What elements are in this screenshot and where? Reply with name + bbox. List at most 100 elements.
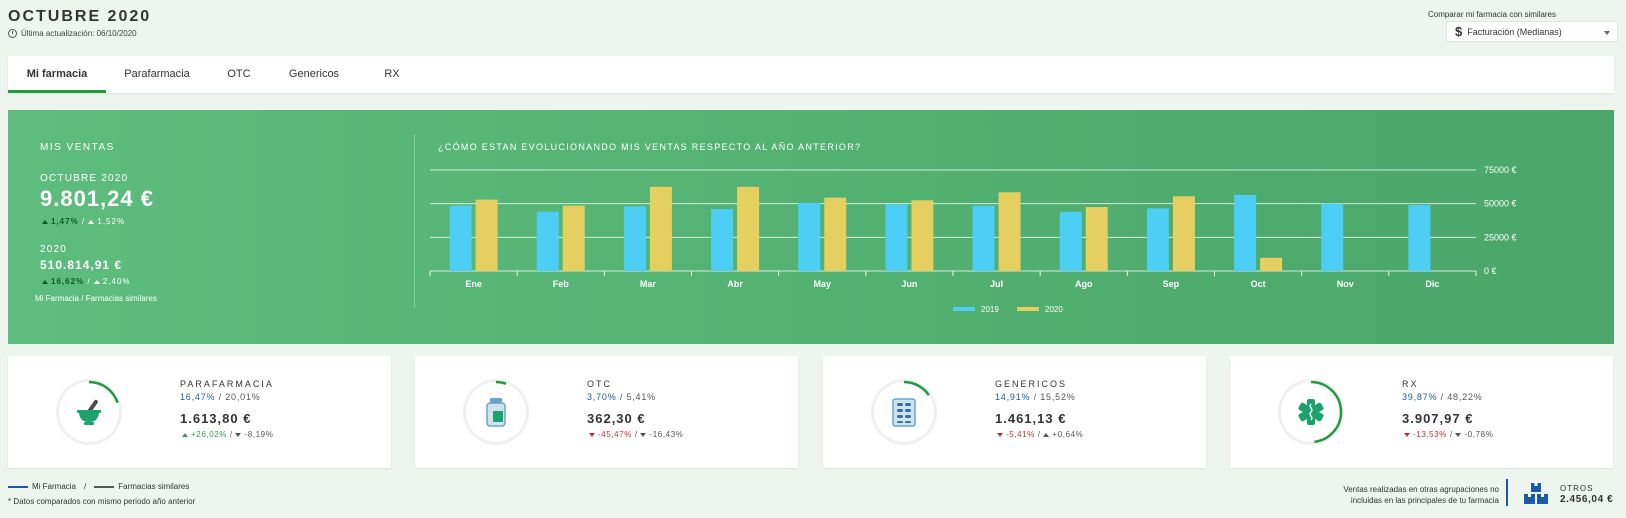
y-tick-label: 50000 € [1484, 199, 1517, 209]
card-amount: 1.613,80 € [180, 411, 252, 426]
arrow-up-icon [1043, 432, 1050, 437]
card-share-mine: 14,91% [995, 392, 1031, 402]
page-title: OCTUBRE 2020 [8, 8, 152, 25]
arrow-down-icon [235, 432, 242, 437]
bar-2020-ago [1085, 207, 1108, 271]
bar-2019-oct [1234, 194, 1257, 271]
bar-2020-sep [1172, 196, 1195, 271]
bar-2019-may [798, 202, 821, 271]
card-amount: 3.907,97 € [1402, 411, 1474, 426]
chart-title: ¿CÓMO ESTAN EVOLUCIONANDO MIS VENTAS RES… [438, 142, 862, 152]
bar-2019-feb [536, 211, 559, 271]
x-tick-label: Oct [1251, 279, 1266, 289]
otros-note-line2: incluidas en las principales de tu farma… [1350, 496, 1499, 505]
card-share-mine: 16,47% [180, 392, 216, 402]
x-tick-label: Sep [1163, 279, 1180, 289]
bar-2019-jun [885, 204, 908, 271]
month-variation: 1,47% / 1,52% [42, 217, 125, 226]
x-tick-label: May [813, 279, 831, 289]
tab-parafarmacia[interactable]: Parafarmacia [124, 68, 190, 80]
x-tick-label: Jul [990, 279, 1003, 289]
bar-2019-ago [1059, 211, 1082, 271]
card-variation: -13,53% / -0,78% [1404, 430, 1493, 439]
bar-2020-abr [737, 186, 760, 271]
card-rx[interactable]: RX 39,87% / 48,22% 3.907,97 € -13,53% / … [1230, 356, 1613, 468]
year-var-similar: 2,40% [102, 277, 131, 286]
bar-2019-nov [1321, 203, 1344, 271]
otros-amount: 2.456,04 € [1560, 494, 1614, 505]
mortar-pestle-icon [77, 399, 101, 425]
card-share: 3,70% / 5,41% [587, 392, 656, 402]
bar-2020-mar [649, 186, 672, 271]
arrow-down-icon [997, 432, 1003, 437]
card-share-mine: 39,87% [1402, 392, 1438, 402]
year-var-mine: 16,62% [51, 277, 85, 286]
boxes-icon [1524, 483, 1548, 504]
share-ring-arc [88, 380, 119, 404]
tab-genericos[interactable]: Genericos [288, 68, 340, 80]
x-tick-label: Feb [553, 279, 570, 289]
clock-icon [8, 29, 17, 38]
otros-note-line1: Ventas realizadas en otras agrupaciones … [1343, 485, 1499, 494]
month-amount: 9.801,24 € [40, 186, 154, 211]
legend-swatch-2020 [1017, 307, 1039, 311]
share-ring-arc [495, 380, 507, 385]
card-title: OTC [587, 379, 612, 389]
otros-divider [1506, 479, 1508, 506]
bar-2020-jul [998, 192, 1021, 271]
card-var-mine: -13,53% [1413, 430, 1447, 439]
otros-label: OTROS [1560, 484, 1594, 493]
card-amount: 1.461,13 € [995, 411, 1067, 426]
tab-mi-farmacia[interactable]: Mi farmacia [8, 56, 106, 93]
bar-2020-feb [562, 205, 585, 271]
footer-legend-similar: Farmacias similares [118, 482, 190, 491]
share-ring-arc [903, 380, 930, 396]
card-share-similar: 48,22% [1447, 392, 1483, 402]
card-var-similar: -16,43% [649, 430, 684, 439]
legend-line-mine [8, 485, 28, 488]
summary-legend-mine: Mi Farmacia [35, 294, 80, 303]
medical-cross-icon [1298, 399, 1324, 425]
x-tick-label: Dic [1425, 279, 1439, 289]
card-otc[interactable]: OTC 3,70% / 5,41% 362,30 € -45,47% / -16… [415, 356, 798, 468]
y-tick-label: 25000 € [1484, 232, 1517, 242]
arrow-up-icon [93, 279, 100, 284]
divider [414, 134, 415, 308]
share-ring [903, 380, 930, 396]
card-var-similar: -0,78% [1464, 430, 1494, 439]
month-var-mine: 1,47% [51, 217, 79, 226]
card-title: PARAFARMACIA [180, 379, 274, 389]
tab-rx[interactable]: RX [384, 68, 400, 80]
card-share-similar: 5,41% [626, 392, 656, 402]
last-update: Última actualización: 06/10/2020 [8, 29, 137, 38]
card-var-similar: +0,64% [1052, 430, 1084, 439]
bar-2019-ene [449, 205, 472, 271]
card-share: 39,87% / 48,22% [1402, 392, 1483, 402]
tab-otc[interactable]: OTC [227, 68, 251, 80]
footer-legend-mine: Mi Farmacia [32, 482, 77, 491]
tab-bar: Mi farmacia Parafarmacia OTC Genericos R… [8, 56, 1614, 93]
card-var-mine: -5,41% [1006, 430, 1035, 439]
compare-select[interactable]: $ Facturación (Medianas) [1446, 21, 1618, 42]
bar-2019-sep [1146, 208, 1169, 271]
card-share: 16,47% / 20,01% [180, 392, 261, 402]
otros-note: Ventas realizadas en otras agrupaciones … [1299, 484, 1499, 506]
card-genericos[interactable]: GENERICOS 14,91% / 15,52% 1.461,13 € -5,… [823, 356, 1206, 468]
share-ring-arc [1310, 380, 1343, 444]
share-ring [88, 380, 119, 404]
x-tick-label: Nov [1337, 279, 1354, 289]
card-parafarmacia[interactable]: PARAFARMACIA 16,47% / 20,01% 1.613,80 € … [8, 356, 391, 468]
summary-legend: Mi Farmacia / Farmacias similares [35, 294, 157, 303]
card-variation: +26,02% / -8,19% [182, 430, 273, 439]
arrow-up-icon [88, 219, 95, 224]
bar-2019-dic [1408, 205, 1431, 271]
bar-2019-mar [623, 206, 646, 271]
x-tick-label: Ago [1075, 279, 1093, 289]
footer-note: * Datos comparados con mismo periodo año… [8, 497, 196, 506]
card-amount: 362,30 € [587, 411, 646, 426]
share-ring [1310, 380, 1343, 444]
arrow-down-icon [1455, 432, 1462, 437]
compare-label: Comparar mi farmacia con similares [1427, 10, 1556, 19]
card-title: GENERICOS [995, 379, 1068, 389]
card-var-similar: -8,19% [244, 430, 274, 439]
